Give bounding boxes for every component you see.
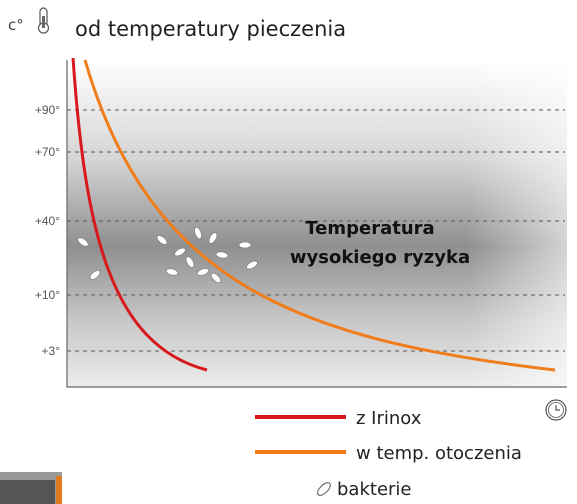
tick-label: +90°: [35, 103, 60, 117]
thermometer-icon: [39, 8, 49, 33]
tick-label: +40°: [35, 214, 60, 228]
risk-label: Temperatura: [305, 218, 434, 239]
tick-label: +70°: [35, 145, 60, 159]
legend-bacteria-icon: [316, 481, 333, 498]
diagram: c° od temperatury pieczenia +90° +70° +4…: [0, 0, 577, 504]
title: od temperatury pieczenia: [75, 17, 346, 41]
tick-label: +3°: [42, 344, 61, 358]
appliance-image: [0, 472, 62, 504]
tick-label: +10°: [35, 288, 60, 302]
legend-label: w temp. otoczenia: [356, 443, 522, 464]
risk-label: wysokiego ryzyka: [290, 247, 470, 268]
legend-label: bakterie: [337, 479, 412, 500]
clock-icon: [546, 400, 566, 420]
legend-label: z Irinox: [356, 408, 422, 429]
unit: c°: [8, 16, 24, 34]
